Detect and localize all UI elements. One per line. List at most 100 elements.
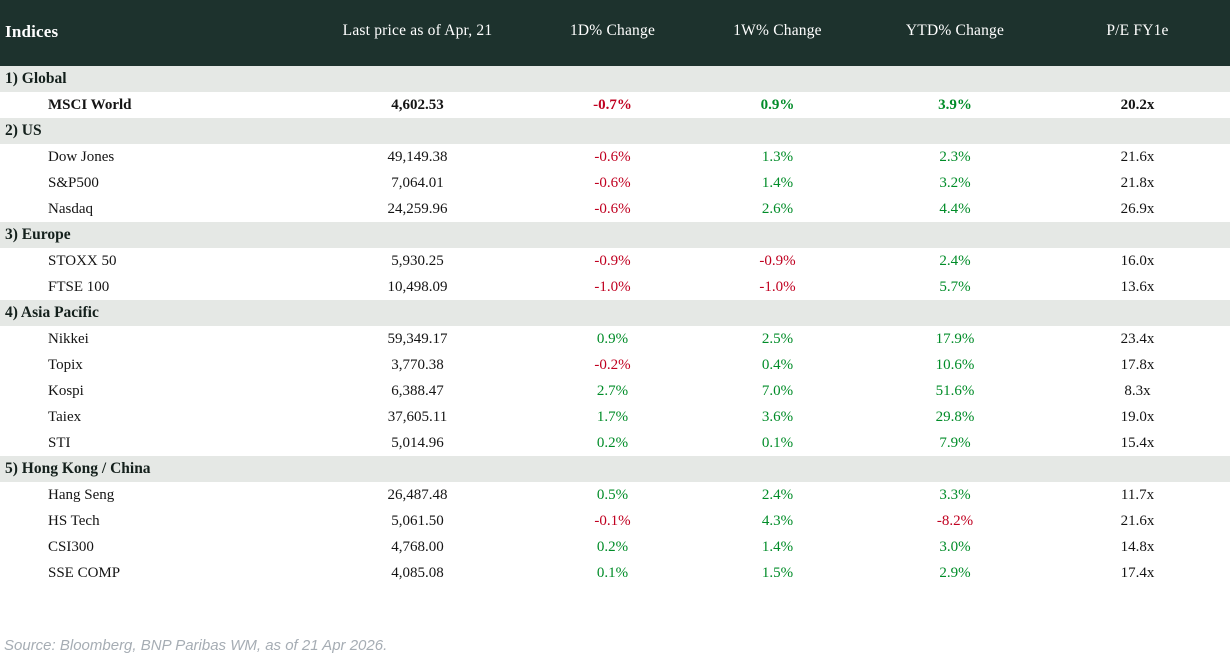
pe-value: 16.0x bbox=[1120, 252, 1155, 269]
ytd-change-value: 3.9% bbox=[938, 96, 972, 113]
index-name: MSCI World bbox=[48, 96, 132, 113]
pe-value: 13.6x bbox=[1120, 278, 1155, 295]
section-header-row: 3) Europe bbox=[0, 222, 1230, 248]
pe-value: 17.4x bbox=[1120, 564, 1155, 581]
1d-change-value: -0.2% bbox=[594, 356, 631, 373]
1w-change-value: 4.3% bbox=[761, 512, 794, 529]
1w-change-value: 1.5% bbox=[761, 564, 794, 581]
table-row: FTSE 100 10,498.09 -1.0% -1.0% 5.7% 13.6… bbox=[0, 274, 1230, 300]
index-name: Kospi bbox=[48, 382, 84, 399]
section-header-row: 2) US bbox=[0, 118, 1230, 144]
index-name: Topix bbox=[48, 356, 83, 373]
1d-change-value: -0.6% bbox=[594, 200, 631, 217]
1w-change-value: 1.4% bbox=[761, 538, 794, 555]
table-row: Dow Jones 49,149.38 -0.6% 1.3% 2.3% 21.6… bbox=[0, 144, 1230, 170]
table-row: STI 5,014.96 0.2% 0.1% 7.9% 15.4x bbox=[0, 430, 1230, 456]
last-price-value: 24,259.96 bbox=[387, 200, 448, 217]
1d-change-value: -0.6% bbox=[594, 174, 631, 191]
last-price-value: 4,768.00 bbox=[391, 538, 444, 555]
column-header-pe: P/E FY1e bbox=[1106, 22, 1169, 39]
last-price-value: 26,487.48 bbox=[387, 486, 448, 503]
index-name: FTSE 100 bbox=[48, 278, 110, 295]
1w-change-value: -1.0% bbox=[759, 278, 796, 295]
1w-change-value: 2.4% bbox=[761, 486, 794, 503]
table-row: Nasdaq 24,259.96 -0.6% 2.6% 4.4% 26.9x bbox=[0, 196, 1230, 222]
table-row: SSE COMP 4,085.08 0.1% 1.5% 2.9% 17.4x bbox=[0, 560, 1230, 586]
table-header-row: Indices Last price as of Apr, 21 1D% Cha… bbox=[0, 0, 1230, 66]
pe-value: 8.3x bbox=[1124, 382, 1151, 399]
last-price-value: 37,605.11 bbox=[387, 408, 448, 425]
table-row: Nikkei 59,349.17 0.9% 2.5% 17.9% 23.4x bbox=[0, 326, 1230, 352]
ytd-change-value: 3.2% bbox=[939, 174, 971, 191]
pe-value: 21.8x bbox=[1120, 174, 1155, 191]
pe-value: 17.8x bbox=[1120, 356, 1155, 373]
ytd-change-value: 51.6% bbox=[935, 382, 975, 399]
table-row: MSCI World 4,602.53 -0.7% 0.9% 3.9% 20.2… bbox=[0, 92, 1230, 118]
table-row: Kospi 6,388.47 2.7% 7.0% 51.6% 8.3x bbox=[0, 378, 1230, 404]
pe-value: 20.2x bbox=[1120, 96, 1155, 113]
1d-change-value: 0.9% bbox=[596, 330, 629, 347]
pe-value: 21.6x bbox=[1120, 512, 1155, 529]
ytd-change-value: 4.4% bbox=[939, 200, 971, 217]
section-header-row: 1) Global bbox=[0, 66, 1230, 92]
1w-change-value: 2.6% bbox=[761, 200, 794, 217]
index-name: CSI300 bbox=[48, 538, 94, 555]
ytd-change-value: 5.7% bbox=[939, 278, 971, 295]
section-label: 2) US bbox=[5, 122, 42, 139]
1d-change-value: 0.1% bbox=[596, 564, 629, 581]
section-label: 1) Global bbox=[5, 70, 67, 87]
1w-change-value: 3.6% bbox=[761, 408, 794, 425]
last-price-value: 5,061.50 bbox=[391, 512, 444, 529]
pe-value: 15.4x bbox=[1120, 434, 1155, 451]
pe-value: 23.4x bbox=[1120, 330, 1155, 347]
index-name: Nasdaq bbox=[48, 200, 93, 217]
column-header-1w-change: 1W% Change bbox=[733, 22, 822, 39]
1w-change-value: 2.5% bbox=[761, 330, 794, 347]
ytd-change-value: -8.2% bbox=[936, 512, 974, 529]
last-price-value: 6,388.47 bbox=[391, 382, 444, 399]
ytd-change-value: 10.6% bbox=[935, 356, 975, 373]
ytd-change-value: 17.9% bbox=[935, 330, 975, 347]
last-price-value: 3,770.38 bbox=[391, 356, 444, 373]
table-row: S&P500 7,064.01 -0.6% 1.4% 3.2% 21.8x bbox=[0, 170, 1230, 196]
pe-value: 19.0x bbox=[1120, 408, 1155, 425]
last-price-value: 4,602.53 bbox=[391, 96, 444, 113]
1d-change-value: 0.2% bbox=[596, 538, 629, 555]
table-row: HS Tech 5,061.50 -0.1% 4.3% -8.2% 21.6x bbox=[0, 508, 1230, 534]
1w-change-value: 7.0% bbox=[761, 382, 794, 399]
section-header-row: 4) Asia Pacific bbox=[0, 300, 1230, 326]
index-name: S&P500 bbox=[48, 174, 99, 191]
last-price-value: 49,149.38 bbox=[387, 148, 448, 165]
index-name: SSE COMP bbox=[48, 564, 121, 581]
column-header-last-price: Last price as of Apr, 21 bbox=[342, 22, 493, 39]
index-name: STOXX 50 bbox=[48, 252, 117, 269]
ytd-change-value: 2.3% bbox=[939, 148, 971, 165]
ytd-change-value: 2.4% bbox=[939, 252, 971, 269]
1d-change-value: 2.7% bbox=[596, 382, 629, 399]
1d-change-value: -0.9% bbox=[594, 252, 631, 269]
column-header-1d-change: 1D% Change bbox=[569, 22, 656, 39]
1w-change-value: 0.9% bbox=[760, 96, 795, 113]
1w-change-value: 1.3% bbox=[761, 148, 794, 165]
section-label: 4) Asia Pacific bbox=[5, 304, 99, 321]
index-name: Hang Seng bbox=[48, 486, 115, 503]
pe-value: 11.7x bbox=[1120, 486, 1155, 503]
last-price-value: 4,085.08 bbox=[391, 564, 444, 581]
1d-change-value: 0.5% bbox=[596, 486, 629, 503]
last-price-value: 5,014.96 bbox=[391, 434, 444, 451]
1d-change-value: -0.1% bbox=[594, 512, 631, 529]
ytd-change-value: 3.0% bbox=[939, 538, 971, 555]
1d-change-value: 0.2% bbox=[596, 434, 629, 451]
last-price-value: 10,498.09 bbox=[387, 278, 448, 295]
index-name: Nikkei bbox=[48, 330, 89, 347]
section-header-row: 5) Hong Kong / China bbox=[0, 456, 1230, 482]
ytd-change-value: 7.9% bbox=[939, 434, 971, 451]
table-title: Indices bbox=[5, 22, 59, 41]
pe-value: 21.6x bbox=[1120, 148, 1155, 165]
index-name: Dow Jones bbox=[48, 148, 115, 165]
table-row: Taiex 37,605.11 1.7% 3.6% 29.8% 19.0x bbox=[0, 404, 1230, 430]
index-name: STI bbox=[48, 434, 71, 451]
index-name: HS Tech bbox=[48, 512, 100, 529]
ytd-change-value: 2.9% bbox=[939, 564, 971, 581]
1w-change-value: 0.1% bbox=[761, 434, 794, 451]
